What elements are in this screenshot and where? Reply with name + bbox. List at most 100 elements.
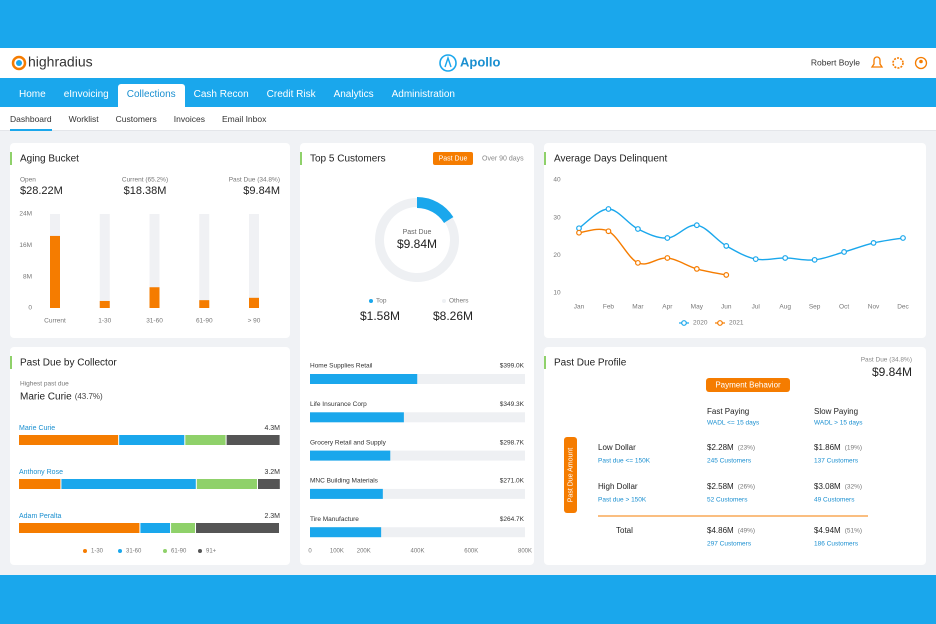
legend-swatch: [163, 549, 167, 553]
cell-customers[interactable]: 297 Customers: [707, 541, 752, 548]
sub-nav-tab[interactable]: Invoices: [173, 113, 205, 124]
bar-segment: [185, 435, 226, 445]
nav-tab[interactable]: Collections: [117, 84, 185, 107]
logo-text: highradius: [28, 54, 93, 70]
panel-title: Top 5 Customers: [310, 154, 386, 165]
settings-icon[interactable]: [892, 57, 904, 69]
collector-total: 2.3M: [264, 513, 280, 520]
badge-bg: [706, 378, 790, 392]
donut-center-label: Past Due: [403, 229, 432, 236]
total-label: Total: [616, 526, 633, 535]
bar: [149, 287, 160, 308]
legend-swatch: [442, 299, 446, 303]
collector-total: 3.2M: [264, 469, 280, 476]
sub-nav-tab[interactable]: Dashboard: [10, 107, 52, 131]
donut-segment: [375, 198, 459, 282]
line-marker: [605, 206, 612, 212]
cell-amount: $2.28M: [707, 443, 734, 452]
line-marker: [664, 235, 671, 241]
x-tick-label: Sep: [809, 304, 821, 311]
collector-name[interactable]: Anthony Rose: [19, 469, 63, 476]
nav-tab[interactable]: Home: [19, 89, 46, 100]
bar-segment: [119, 435, 185, 445]
profile-icon-head: [919, 59, 923, 64]
bar-track: [310, 527, 525, 538]
donut-segment: [416, 197, 454, 224]
nav-tab[interactable]: Analytics: [333, 89, 374, 100]
cell-customers[interactable]: 137 Customers: [814, 458, 859, 465]
cell-customers[interactable]: 186 Customers: [814, 541, 859, 548]
profile-panel: Past Due Profile Past Due (34.8%)$9.84M Pa…: [544, 347, 926, 565]
customer-name: Life Insurance Corp: [310, 401, 367, 408]
panel-background: [544, 347, 926, 565]
bar-segment: [19, 479, 61, 489]
customer-name: MNC Building Materials: [310, 478, 379, 485]
title-accent: [544, 356, 546, 369]
sub-nav-tab[interactable]: Worklist: [68, 113, 99, 124]
profile-icon[interactable]: [914, 56, 928, 70]
bar-track: [310, 412, 525, 423]
y-tick-label: 30: [553, 214, 561, 221]
bar-track: [310, 488, 525, 499]
panel-title: Past Due by Collector: [20, 358, 117, 369]
nav-tab[interactable]: Administration: [391, 89, 455, 100]
nav-tab[interactable]: Cash Recon: [193, 89, 249, 100]
x-tick-label: May: [691, 304, 704, 311]
collector-panel: Past Due by Collector Highest past due Mar…: [10, 347, 290, 565]
toggle[interactable]: Over 90 days: [482, 155, 524, 162]
nav-tab[interactable]: Credit Risk: [266, 89, 316, 100]
nav-tab[interactable]: eInvoicing: [63, 89, 109, 100]
bar-track: [310, 450, 525, 461]
bar-segment: [257, 479, 280, 489]
bell-icon[interactable]: [870, 56, 884, 68]
legend-label: Others: [449, 298, 469, 305]
legend-swatch: [83, 549, 87, 553]
bar-track: [99, 214, 110, 308]
customer-value: $271.0K: [500, 478, 525, 485]
cell-customers[interactable]: 52 Customers: [707, 497, 748, 504]
x-tick-label: 1-30: [98, 318, 111, 325]
x-tick-label: 0: [308, 549, 312, 555]
y-tick-label: 40: [553, 177, 561, 184]
line-marker: [841, 249, 847, 255]
cell-customers[interactable]: 245 Customers: [707, 458, 752, 465]
user-name[interactable]: Robert Boyle: [811, 57, 860, 67]
x-tick-label: Aug: [779, 304, 791, 311]
cell-customers[interactable]: 49 Customers: [814, 497, 855, 504]
bar-segment: [226, 435, 280, 445]
x-tick-label: 600K: [464, 549, 478, 555]
cell-amount: $4.86M: [707, 526, 734, 535]
sub-nav-tab[interactable]: Customers: [115, 113, 157, 124]
panel-title: Past Due Profile: [554, 358, 627, 369]
summary-label: Current (65.2%): [122, 177, 168, 184]
legend-label: 61-90: [171, 549, 187, 555]
line-marker: [635, 259, 641, 266]
cell-amount: $2.58M: [707, 482, 734, 491]
cell-share: (23%): [738, 445, 755, 452]
customer-name: Tire Manufacture: [310, 516, 359, 523]
line-marker: [752, 256, 759, 262]
customer-name: Grocery Retail and Supply: [310, 439, 387, 446]
logo-dot: [16, 60, 22, 66]
cell-share: (49%): [738, 528, 755, 535]
collector-name[interactable]: Marie Curie: [19, 425, 55, 432]
toggle-active-bg: [433, 152, 473, 165]
bar-track: [149, 214, 160, 308]
customer-value: $264.7K: [500, 516, 525, 523]
bar: [310, 412, 404, 423]
y-tick-label: 16M: [19, 242, 32, 249]
bar: [310, 488, 383, 499]
app-icon: [439, 54, 457, 72]
legend-swatch: [198, 549, 202, 553]
row-sublabel: Past due > 150K: [598, 497, 647, 504]
top-bar: highradius Apollo Robert Boyle: [0, 48, 936, 78]
collector-name[interactable]: Adam Peralta: [19, 513, 62, 520]
sub-nav-tab[interactable]: Email Inbox: [221, 113, 267, 124]
toggle[interactable]: Past Due: [439, 155, 468, 162]
bar-segment: [19, 523, 140, 533]
cell-share: (26%): [738, 484, 755, 491]
bar-track: [199, 214, 210, 308]
aging-bucket-panel: Aging Bucket Open$28.22M Current (65.2%)$1…: [10, 143, 290, 338]
bar-segment: [19, 435, 119, 445]
line-marker: [635, 226, 641, 232]
